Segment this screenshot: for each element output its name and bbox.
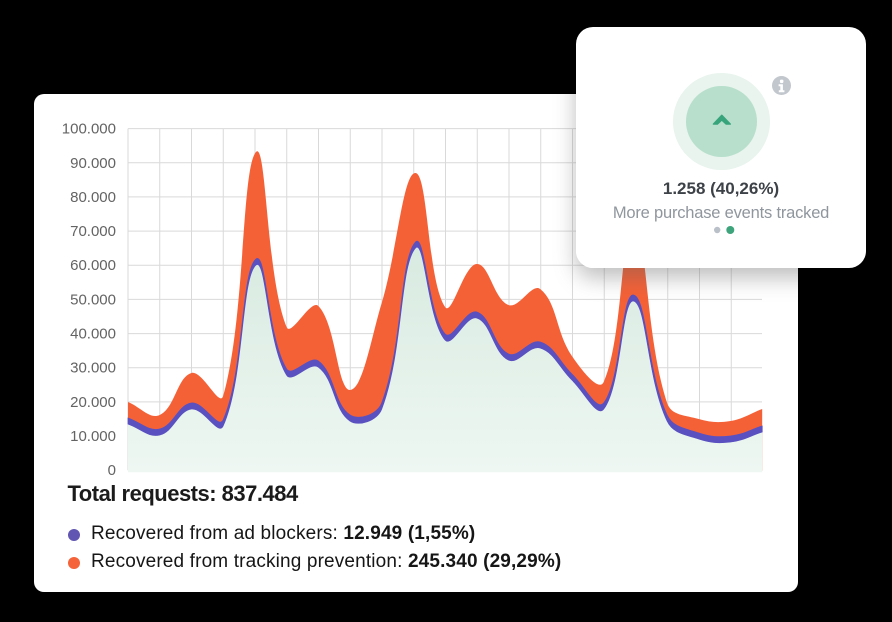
svg-text:20.000: 20.000	[70, 394, 116, 411]
svg-text:30.000: 30.000	[70, 360, 116, 377]
svg-text:40.000: 40.000	[70, 326, 116, 343]
svg-text:100.000: 100.000	[62, 121, 116, 138]
svg-text:80.000: 80.000	[70, 189, 116, 206]
svg-text:60.000: 60.000	[70, 257, 116, 274]
svg-text:10.000: 10.000	[70, 428, 116, 445]
svg-text:70.000: 70.000	[70, 223, 116, 240]
svg-text:90.000: 90.000	[70, 155, 116, 172]
svg-text:0: 0	[108, 462, 116, 479]
svg-text:50.000: 50.000	[70, 291, 116, 308]
